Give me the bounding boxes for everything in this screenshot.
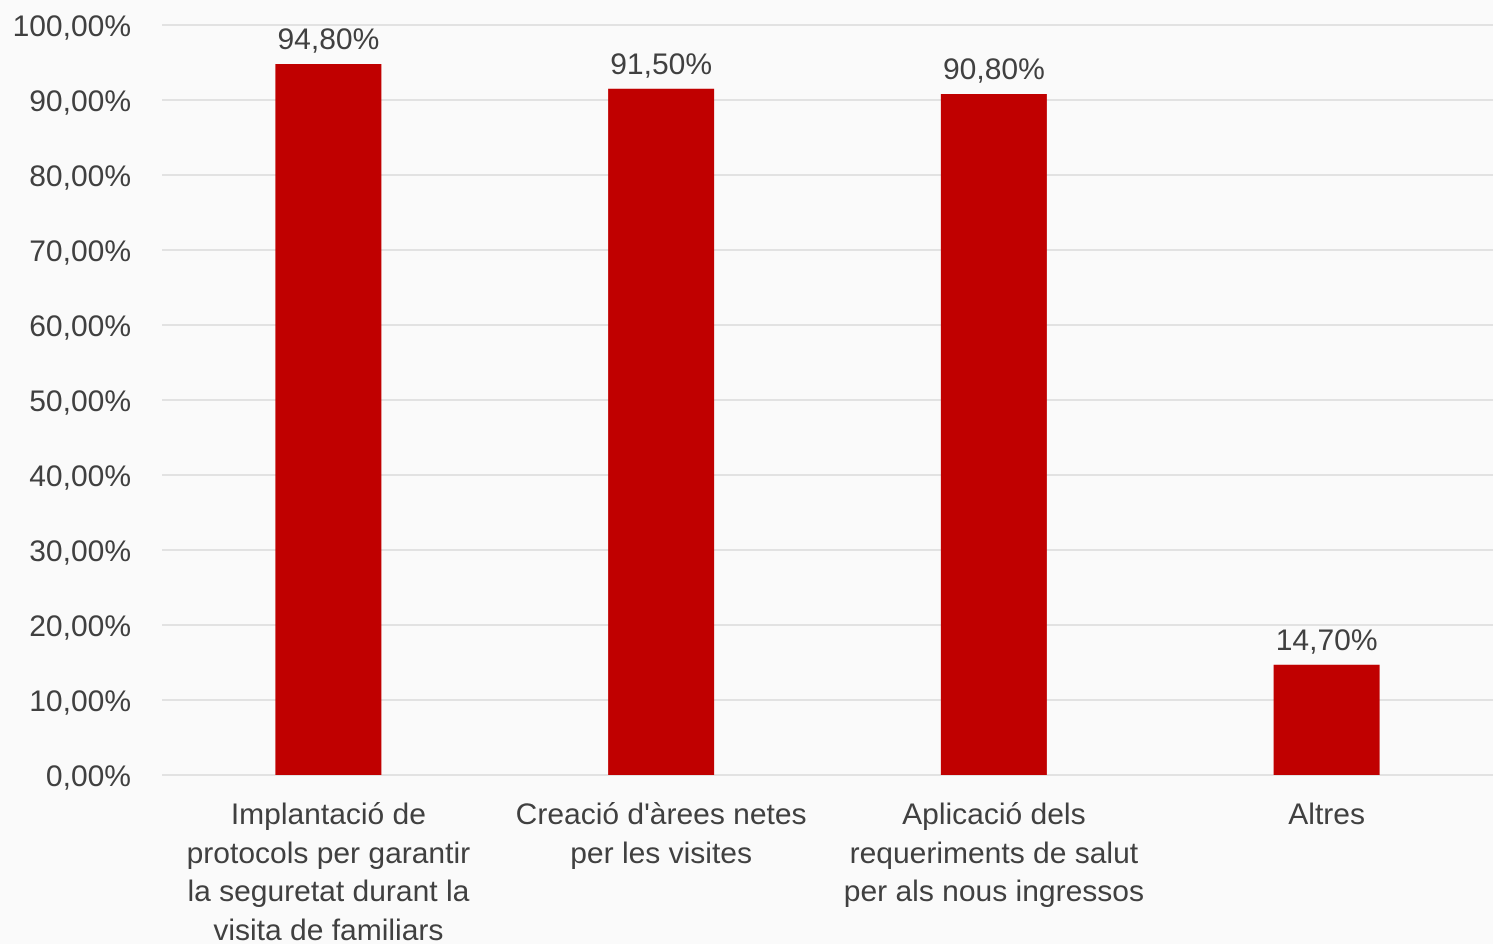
- x-tick-label: Aplicació dels requeriments de salut per…: [843, 798, 1144, 908]
- x-tick-label: Implantació de protocols per garantir la…: [186, 798, 471, 944]
- y-tick-label: 50,00%: [29, 385, 131, 418]
- bar: [940, 94, 1047, 775]
- y-tick-label: 60,00%: [29, 310, 131, 343]
- y-tick-label: 0,00%: [46, 760, 131, 793]
- y-tick-label: 10,00%: [29, 685, 131, 718]
- y-axis-tick-labels: 0,00% 10,00% 20,00% 30,00% 40,00% 50,00% 60,00…: [13, 10, 131, 793]
- y-tick-label: 40,00%: [29, 460, 131, 493]
- data-label: 14,70%: [1276, 624, 1378, 657]
- data-label: 90,80%: [943, 53, 1045, 86]
- data-label: 91,50%: [610, 48, 712, 81]
- y-tick-label: 70,00%: [29, 235, 131, 268]
- y-tick-label: 90,00%: [29, 85, 131, 118]
- data-label: 94,80%: [278, 23, 380, 56]
- x-tick-label: Altres: [1288, 798, 1365, 831]
- bar: [275, 64, 382, 775]
- y-tick-label: 30,00%: [29, 535, 131, 568]
- y-tick-label: 20,00%: [29, 610, 131, 643]
- y-tick-label: 80,00%: [29, 160, 131, 193]
- bar: [1273, 664, 1380, 775]
- x-tick-label: Creació d'àrees netes per les visites: [515, 798, 807, 870]
- data-labels: 94,80% 91,50% 90,80% 14,70%: [278, 23, 1378, 657]
- bars: [275, 64, 1380, 775]
- y-tick-label: 100,00%: [13, 10, 131, 43]
- grid-lines: [162, 24, 1493, 776]
- bar: [608, 88, 715, 775]
